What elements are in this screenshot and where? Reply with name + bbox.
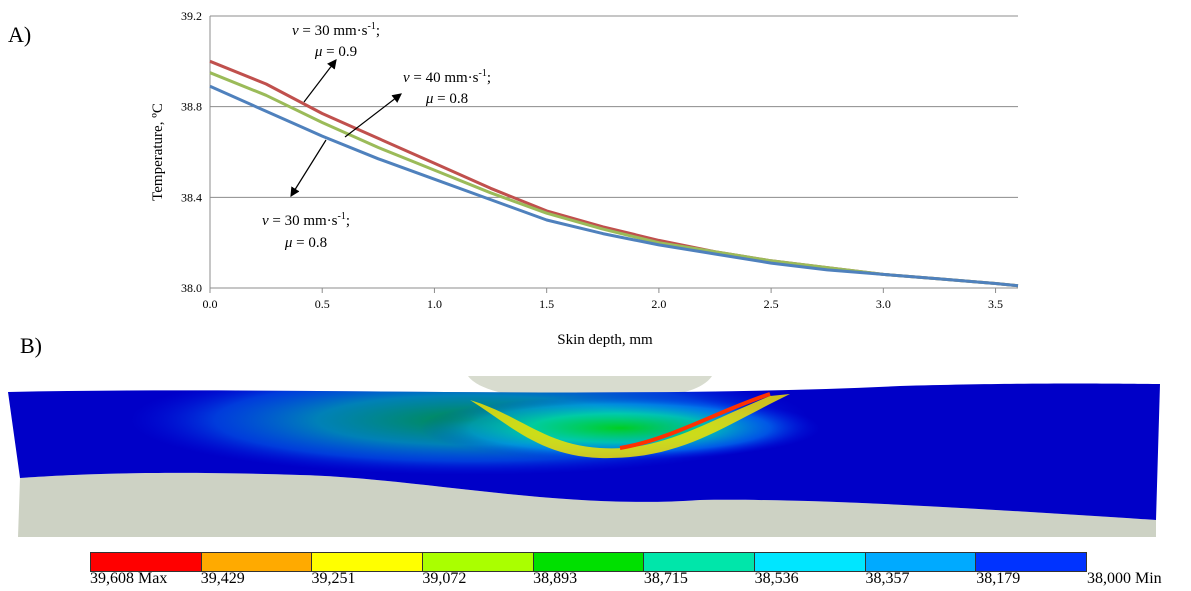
annotation-arrow-2 <box>344 93 402 138</box>
legend-swatch-9 <box>976 553 1087 571</box>
panel-b-label: B) <box>20 333 42 358</box>
x-tick-label: 2.0 <box>651 297 666 311</box>
tissue-substrate <box>18 472 1156 537</box>
temperature-depth-chart: 38.0 38.4 38.8 39.2 0.0 0.5 1.0 1.5 2.0 2.5 3.0 3.5… <box>150 9 1019 348</box>
legend-swatch-8 <box>865 553 977 571</box>
chart-ticks: 38.0 38.4 38.8 39.2 0.0 0.5 1.0 1.5 2.0 2.5 3.0 3.5 <box>181 9 1003 311</box>
annotation-v40-mu08: v = 40 mm·s-1; μ = 0.8 <box>403 68 491 107</box>
y-tick-label: 38.0 <box>181 281 202 295</box>
svg-text:μ = 0.8: μ = 0.8 <box>425 91 468 107</box>
legend-label: 39,429 <box>200 570 245 587</box>
legend-swatch-1 <box>91 553 202 571</box>
hot-streak <box>619 392 771 450</box>
x-tick-label: 3.0 <box>876 297 891 311</box>
legend-swatch-2 <box>201 553 313 571</box>
legend-label: 38,893 <box>533 570 578 587</box>
legend-label: 39,072 <box>422 570 467 587</box>
svg-text:v = 30 mm·s-1;: v = 30 mm·s-1; <box>292 21 380 39</box>
chart-gridlines <box>209 15 1018 293</box>
legend-swatch-5 <box>533 553 645 571</box>
legend-swatch-3 <box>312 553 424 571</box>
svg-text:v = 30 mm·s-1;: v = 30 mm·s-1; <box>262 211 350 229</box>
series-line-2 <box>209 71 1019 288</box>
y-tick-label: 38.8 <box>181 100 202 114</box>
x-tick-label: 1.0 <box>427 297 442 311</box>
y-axis-title: Temperature, ºC <box>150 103 166 201</box>
svg-text:μ = 0.8: μ = 0.8 <box>284 235 327 251</box>
x-axis-title: Skin depth, mm <box>557 332 653 348</box>
legend-label: 39,251 <box>311 570 356 587</box>
annotation-arrow-3 <box>290 139 327 198</box>
legend-swatch-6 <box>644 553 756 571</box>
series-line-3 <box>209 84 1019 288</box>
series-line-1 <box>209 59 1019 288</box>
chart-series <box>209 59 1019 288</box>
legend-label: 38,357 <box>865 570 910 587</box>
x-tick-label: 0.5 <box>315 297 330 311</box>
legend-swatch-7 <box>755 553 866 571</box>
legend-label: 38,000 Min <box>1087 570 1162 587</box>
svg-text:v = 40 mm·s-1;: v = 40 mm·s-1; <box>403 68 491 86</box>
legend-label: 38,715 <box>643 570 688 587</box>
y-tick-label: 39.2 <box>181 9 202 23</box>
panel-a-label: A) <box>8 22 32 47</box>
annotation-v30-mu09: v = 30 mm·s-1; μ = 0.9 <box>292 21 380 60</box>
annotation-arrow-1 <box>303 59 337 103</box>
contour-color-scale <box>90 552 1087 572</box>
temperature-contour-plot <box>8 376 1160 537</box>
svg-text:μ = 0.9: μ = 0.9 <box>314 44 357 60</box>
legend-swatch-4 <box>423 553 534 571</box>
legend-label: 39,608 Max <box>90 570 168 587</box>
annotation-v30-mu08: v = 30 mm·s-1; μ = 0.8 <box>262 211 350 251</box>
y-tick-label: 38.4 <box>181 190 202 204</box>
legend-label: 38,179 <box>976 570 1021 587</box>
x-tick-label: 2.5 <box>764 297 779 311</box>
legend-label: 38,536 <box>754 570 799 587</box>
heated-band <box>470 394 790 459</box>
x-tick-label: 3.5 <box>988 297 1003 311</box>
x-tick-label: 0.0 <box>203 297 218 311</box>
x-tick-label: 1.5 <box>539 297 554 311</box>
